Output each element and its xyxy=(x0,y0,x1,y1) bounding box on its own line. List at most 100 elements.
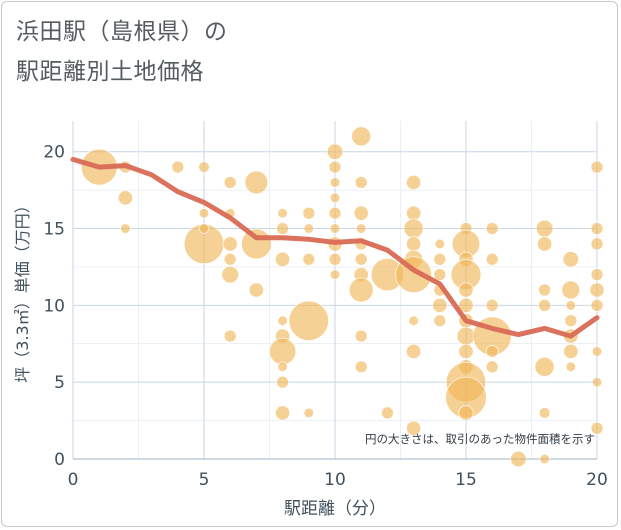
bubble-point xyxy=(268,337,297,366)
bubble-point xyxy=(591,376,603,388)
bubble-point xyxy=(274,251,291,267)
bubble-point xyxy=(405,174,422,191)
bubble-point xyxy=(458,405,474,421)
bubble-point xyxy=(590,222,604,235)
bubble-point xyxy=(563,343,579,360)
bubble-point xyxy=(198,207,210,219)
bubble-point xyxy=(244,170,269,195)
bubble-point xyxy=(590,237,604,251)
bubble-point xyxy=(589,282,605,298)
bubble-point xyxy=(403,218,424,239)
bubble-point xyxy=(329,177,341,188)
bubble-point xyxy=(171,160,185,174)
bubble-point xyxy=(534,356,555,377)
bubble-point xyxy=(433,268,447,282)
bubble-point xyxy=(223,252,237,266)
bubble-point xyxy=(432,297,448,313)
bubble-point xyxy=(302,206,316,220)
bubble-point xyxy=(433,314,447,328)
bubble-point xyxy=(565,300,577,311)
bubble-point xyxy=(354,252,368,266)
bubble-point xyxy=(354,360,368,374)
bubble-point xyxy=(328,206,342,220)
bubble-point xyxy=(277,207,288,219)
bubble-point xyxy=(198,161,210,173)
bubble-point xyxy=(328,252,342,266)
x-tick-label: 20 xyxy=(586,470,608,490)
bubble-point xyxy=(328,160,342,174)
bubble-point xyxy=(380,406,394,420)
bubble-point xyxy=(565,361,577,373)
x-axis-label: 駅距離（分） xyxy=(284,499,386,519)
x-tick-label: 5 xyxy=(199,470,210,490)
bubble-point xyxy=(248,282,264,298)
bubble-point xyxy=(539,453,550,465)
bubble-point xyxy=(590,298,604,312)
bubble-point xyxy=(485,298,499,312)
bubble-point xyxy=(456,326,476,346)
bubble-point xyxy=(198,223,210,234)
bubble-point xyxy=(274,405,291,421)
bubble-point xyxy=(326,143,344,160)
x-tick-label: 15 xyxy=(455,470,477,490)
bubble-point xyxy=(354,329,368,343)
y-tick-label: 10 xyxy=(43,296,65,316)
bubble-point xyxy=(240,228,272,260)
bubble-point xyxy=(458,297,474,313)
bubble-point xyxy=(277,361,288,373)
bubble-point xyxy=(538,283,551,297)
bubble-point xyxy=(485,222,499,235)
bubble-point xyxy=(353,205,369,221)
bubble-point xyxy=(564,314,578,328)
bubble-point xyxy=(510,450,527,468)
chart-title-line2: 駅距離別土地価格 xyxy=(16,59,204,85)
bubble-point xyxy=(562,251,580,268)
bubble-point xyxy=(222,236,238,252)
bubble-point xyxy=(405,343,422,360)
bubble-point xyxy=(223,329,237,343)
bubble-point xyxy=(458,282,474,298)
y-tick-label: 20 xyxy=(43,143,65,163)
y-tick-label: 0 xyxy=(54,450,65,470)
x-tick-label: 0 xyxy=(68,470,79,490)
bubble-point xyxy=(302,252,316,266)
bubble-point xyxy=(536,236,553,252)
bubble-point xyxy=(288,300,329,341)
bubble-point xyxy=(590,160,604,174)
bubble-series xyxy=(80,126,605,468)
bubble-point xyxy=(538,407,551,419)
bubble-point xyxy=(535,219,554,238)
y-tick-label: 15 xyxy=(43,220,65,240)
bubble-point xyxy=(303,223,315,234)
axis-ticks: 0 5 10 15 20 0 5 10 15 20 xyxy=(43,143,607,490)
bubble-point xyxy=(433,252,447,266)
grid xyxy=(72,121,598,460)
bubble-point xyxy=(590,268,604,282)
bubble-point xyxy=(276,222,290,235)
bubble-point xyxy=(561,280,581,300)
x-tick-label: 10 xyxy=(324,470,346,490)
bubble-point xyxy=(276,375,290,389)
bubble-point xyxy=(351,126,372,147)
bubble-point xyxy=(221,265,240,284)
bubble-point xyxy=(277,315,288,326)
bubble-point xyxy=(458,343,474,360)
bubble-point xyxy=(538,298,551,312)
bubble-point xyxy=(405,205,422,221)
bubble-point xyxy=(348,277,374,303)
bubble-point xyxy=(591,346,603,357)
bubble-point xyxy=(354,176,368,189)
bubble-point xyxy=(120,223,131,234)
bubble-point xyxy=(303,407,315,419)
y-tick-label: 5 xyxy=(54,373,65,393)
size-annotation: 円の大きさは、取引のあった物件面積を示す xyxy=(365,432,595,446)
bubble-point xyxy=(485,252,499,266)
bubble-point xyxy=(356,223,367,234)
average-line-series xyxy=(70,156,600,339)
bubble-point xyxy=(405,236,422,252)
bubble-point xyxy=(485,360,499,374)
average-price-line xyxy=(70,156,600,339)
bubble-point xyxy=(405,420,422,436)
bubble-point xyxy=(485,345,499,358)
